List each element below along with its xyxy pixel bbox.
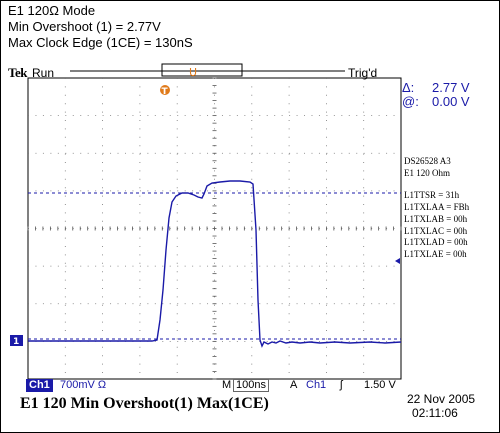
device-label: DS26528 A3	[404, 156, 451, 166]
channel-1-ground-marker[interactable]: 1	[10, 335, 23, 347]
at-value: 0.00 V	[432, 94, 470, 109]
main-timebase-label: M	[222, 379, 232, 391]
delta-symbol: Δ:	[402, 80, 415, 95]
status-bar: Ch1 700mV Ω M 100ns A Ch1 ʃ 1.50 V	[0, 379, 500, 393]
caption-mode: E1 120Ω Mode	[8, 3, 96, 18]
register-line: L1TXLAB = 00h	[404, 213, 468, 224]
trigger-mode-label: A	[290, 379, 298, 391]
caption-min-overshoot: Min Overshoot (1) = 2.77V	[8, 19, 161, 34]
record-trigger-marker: U	[189, 66, 197, 79]
register-line: L1TXLAA = FBh	[404, 202, 470, 213]
register-line: L1TXLAE = 00h	[404, 248, 467, 259]
screen-title: E1 120 Min Overshoot(1) Max(1CE)	[20, 395, 269, 412]
timebase-value[interactable]: 100ns	[233, 379, 269, 392]
register-line: L1TXLAD = 00h	[404, 237, 468, 248]
date-stamp: 22 Nov 2005	[407, 392, 476, 406]
vertical-scale[interactable]: 700mV Ω	[60, 379, 107, 391]
trigger-slope-icon[interactable]: ʃ	[340, 379, 343, 391]
graticule	[27, 77, 402, 380]
delta-value: 2.77 V	[432, 80, 470, 95]
spacer	[404, 179, 469, 190]
trigger-marker-label: T	[162, 87, 169, 97]
record-length-bar	[70, 63, 345, 77]
waveform-trace	[28, 180, 402, 348]
channel-marker-label: 1	[13, 337, 19, 347]
trigger-status: Trig'd	[348, 66, 378, 80]
register-line: L1TTSR = 31h	[404, 190, 460, 201]
trigger-source[interactable]: Ch1	[306, 379, 327, 391]
trigger-level-arrow[interactable]	[395, 258, 400, 264]
register-line: L1TXLAC = 00h	[404, 225, 468, 236]
register-panel: DS26528 A3 E1 120 Ohm L1TTSR = 31h L1TXL…	[404, 156, 469, 261]
trigger-position-marker[interactable]: T	[160, 85, 170, 97]
channel-1-badge[interactable]: Ch1	[26, 379, 53, 392]
at-symbol: @:	[402, 94, 419, 109]
trigger-level[interactable]: 1.50 V	[364, 379, 396, 391]
run-status: Run	[32, 66, 55, 80]
caption-max-clock-edge: Max Clock Edge (1CE) = 130nS	[8, 35, 193, 50]
brand-logo: Tek	[8, 65, 27, 80]
time-stamp: 02:11:06	[412, 406, 458, 420]
mode-label: E1 120 Ohm	[404, 167, 450, 178]
